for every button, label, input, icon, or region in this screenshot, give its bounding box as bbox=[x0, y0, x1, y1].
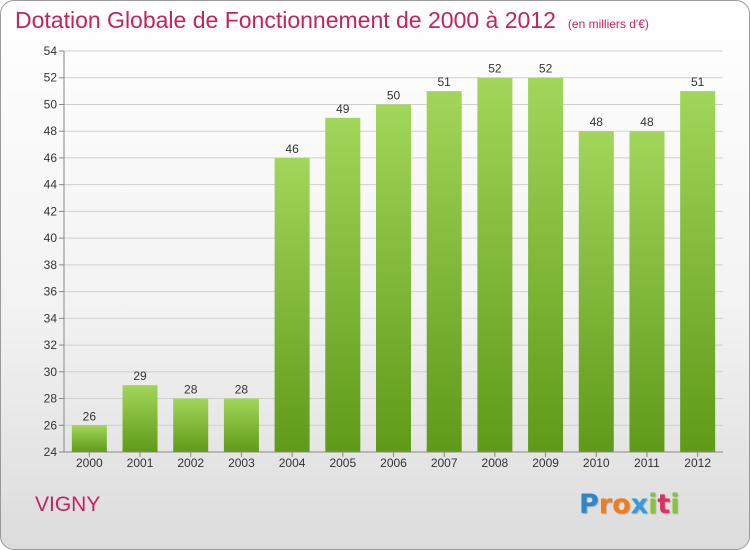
x-tick-label: 2010 bbox=[583, 456, 610, 470]
logo-letter: o bbox=[612, 489, 631, 520]
data-label: 46 bbox=[285, 142, 299, 156]
title-area: Dotation Globale de Fonctionnement de 20… bbox=[15, 7, 649, 34]
logo-letter: i bbox=[648, 489, 658, 520]
x-tick-label: 2008 bbox=[482, 456, 509, 470]
y-tick-label: 54 bbox=[44, 44, 58, 58]
data-label: 48 bbox=[590, 115, 604, 129]
bar bbox=[477, 77, 513, 452]
y-tick-label: 38 bbox=[44, 258, 58, 272]
data-label: 52 bbox=[488, 62, 502, 76]
y-tick-label: 30 bbox=[44, 365, 58, 379]
bar bbox=[680, 91, 716, 452]
bar bbox=[426, 91, 462, 452]
y-tick-label: 34 bbox=[44, 311, 58, 325]
axes bbox=[63, 51, 723, 453]
data-label: 48 bbox=[640, 115, 654, 129]
bar bbox=[578, 131, 614, 452]
bar bbox=[528, 77, 564, 452]
y-tick-label: 24 bbox=[44, 445, 58, 459]
logo-letter: P bbox=[579, 489, 599, 520]
y-tick-label: 48 bbox=[44, 124, 58, 138]
x-tick-label: 2007 bbox=[431, 456, 458, 470]
data-label: 52 bbox=[539, 62, 553, 76]
data-label: 26 bbox=[83, 409, 97, 423]
y-tick-label: 28 bbox=[44, 392, 58, 406]
x-tick-label: 2006 bbox=[380, 456, 407, 470]
bar bbox=[223, 398, 259, 452]
x-tick-label: 2005 bbox=[329, 456, 356, 470]
bars bbox=[71, 77, 716, 452]
data-labels: 26 29 28 28 46 49 50 51 52 52 48 48 51 bbox=[83, 62, 705, 424]
data-label: 29 bbox=[133, 369, 147, 383]
y-tick-labels: 24 26 28 30 32 34 36 38 40 42 44 46 48 50 52 54 bbox=[44, 44, 58, 459]
bar bbox=[325, 117, 361, 452]
y-tick-label: 52 bbox=[44, 71, 58, 85]
bar bbox=[629, 131, 665, 452]
y-tick-label: 50 bbox=[44, 97, 58, 111]
x-tick-label: 2000 bbox=[76, 456, 103, 470]
data-label: 50 bbox=[387, 88, 401, 102]
data-label: 51 bbox=[691, 75, 705, 89]
bar bbox=[71, 425, 107, 452]
logo-letter: r bbox=[598, 489, 613, 520]
x-tick-label: 2003 bbox=[228, 456, 255, 470]
x-tick-label: 2009 bbox=[532, 456, 559, 470]
logo-letter: i bbox=[670, 489, 680, 520]
data-label: 49 bbox=[336, 102, 350, 116]
y-tick-label: 26 bbox=[44, 418, 58, 432]
data-label: 28 bbox=[184, 383, 198, 397]
x-tick-labels: 2000 2001 2002 2003 2004 2005 2006 2007 2008 2009… bbox=[76, 452, 711, 470]
commune-name: VIGNY bbox=[35, 493, 101, 516]
chart-title: Dotation Globale de Fonctionnement de 20… bbox=[15, 7, 556, 33]
bar bbox=[274, 157, 310, 452]
x-tick-label: 2002 bbox=[177, 456, 204, 470]
y-tick-label: 40 bbox=[44, 231, 58, 245]
bar bbox=[376, 104, 411, 452]
x-tick-label: 2004 bbox=[279, 456, 306, 470]
logo-letter: t bbox=[657, 489, 671, 520]
data-label: 28 bbox=[235, 383, 249, 397]
y-tick-label: 44 bbox=[44, 178, 58, 192]
y-tick-label: 42 bbox=[44, 204, 58, 218]
x-tick-label: 2001 bbox=[127, 456, 154, 470]
x-tick-label: 2012 bbox=[684, 456, 711, 470]
bar bbox=[122, 385, 158, 452]
bar bbox=[173, 398, 209, 452]
y-tick-label: 36 bbox=[44, 285, 58, 299]
proxiti-logo: Proxiti bbox=[579, 489, 680, 520]
y-tick-label: 32 bbox=[44, 338, 58, 352]
data-label: 51 bbox=[438, 75, 452, 89]
y-tick-label: 46 bbox=[44, 151, 58, 165]
logo-letter: x bbox=[630, 489, 649, 520]
x-tick-label: 2011 bbox=[634, 456, 660, 470]
chart-subtitle: (en milliers d'€) bbox=[567, 17, 649, 31]
